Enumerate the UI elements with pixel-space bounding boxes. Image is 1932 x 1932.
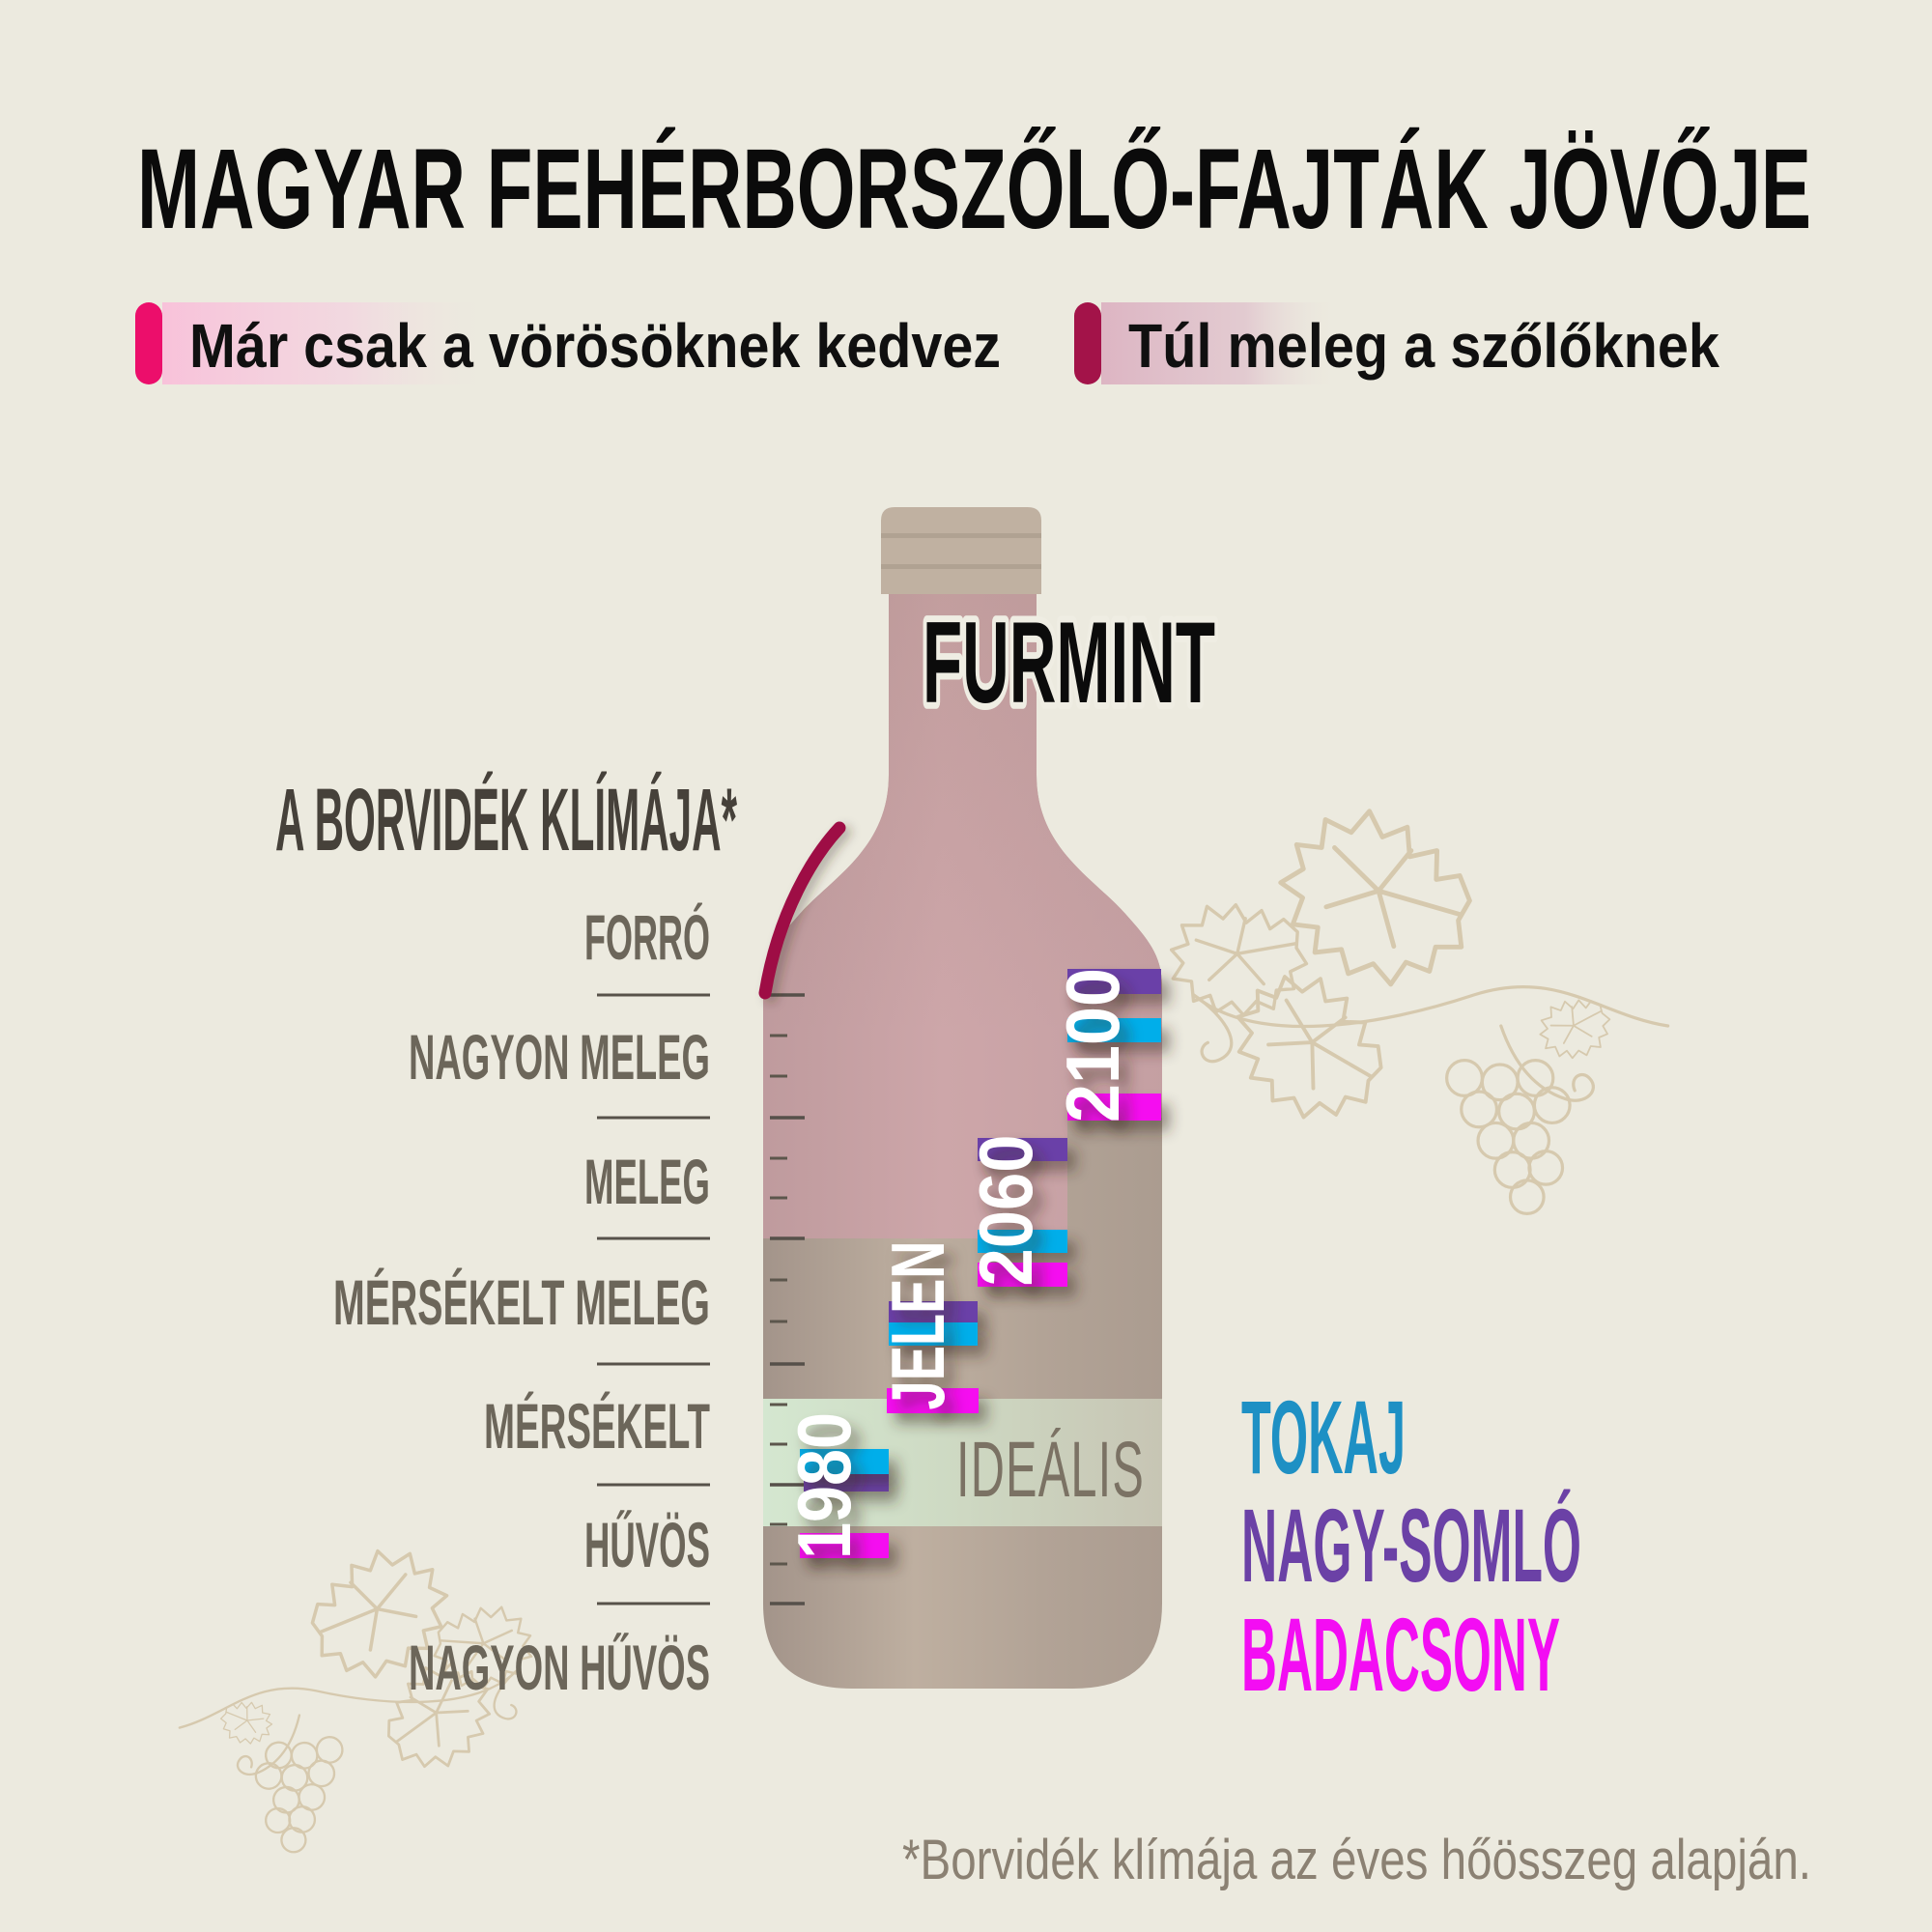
bar-NAGY-SOMLÓ-2060 [978,1138,1067,1161]
bar-NAGY-SOMLÓ-2100 [1067,969,1161,994]
region-label-BADACSONY: BADACSONY [1241,1596,1560,1713]
axis-separator-lines [597,993,710,1605]
legend-highlight-toohot [1101,302,1343,384]
axis-label-2: MELEG [584,1146,710,1217]
axis-label-6: NAGYON HŰVÖS [409,1632,710,1703]
bar-TOKAJ-2060 [978,1230,1067,1253]
year-label-2060: 2060 [963,1135,1048,1287]
bar-TOKAJ-1980 [800,1449,889,1474]
bar-BADACSONY-2060 [978,1263,1067,1287]
legend: Már csak a vörösöknek kedvez Túl meleg a… [135,302,1719,384]
ideal-zone-label: IDEÁLIS [956,1426,1145,1514]
axis-label-5: HŰVÖS [584,1509,710,1580]
legend-label-reds: Már csak a vörösöknek kedvez [189,311,1001,381]
bar-BADACSONY-2100 [1067,1094,1161,1121]
too-hot-edge-stripe [758,821,846,1000]
legend-chip-reds [135,302,162,384]
region-label-NAGY-SOMLÓ: NAGY-SOMLÓ [1241,1487,1581,1604]
axis-label-0: FORRÓ [584,901,710,973]
axis-label-3: MÉRSÉKELT MELEG [333,1266,710,1338]
legend-label-toohot: Túl meleg a szőlőknek [1128,311,1719,381]
bar-TOKAJ-2100 [1067,1018,1161,1042]
legend-highlight-reds [162,302,502,384]
bottle-cap [881,507,1041,594]
bar-TOKAJ-JELEN [889,1322,978,1346]
cap-ridge [881,564,1041,569]
axis-label-4: MÉRSÉKELT [484,1390,710,1462]
region-label-TOKAJ: TOKAJ [1241,1378,1406,1495]
legend-chip-toohot [1074,302,1101,384]
bar-BADACSONY-JELEN [887,1388,979,1413]
axis-label-1: NAGYON MELEG [409,1021,710,1093]
footnote: *Borvidék klímája az éves hőösszeg alapj… [902,1829,1811,1891]
axis-labels: FORRÓ NAGYON MELEG MELEG MÉRSÉKELT MELEG MÉR… [333,901,710,1703]
year-label-2100: 2100 [1050,968,1135,1122]
bottle-scale-ticks [770,993,805,1605]
cap-ridge [881,533,1041,538]
bar-NAGY-SOMLÓ-JELEN [889,1301,978,1324]
axis-title: A BORVIDÉK KLÍMÁJA* [275,770,737,869]
year-label-1980: 1980 [781,1412,867,1559]
year-label-JELEN: JELEN [875,1241,960,1410]
grape-variety-label: FURMINT [923,598,1215,727]
bar-BADACSONY-1980 [800,1533,889,1558]
page-title: MAGYAR FEHÉRBORSZŐLŐ-FAJTÁK JÖVŐJE [137,126,1811,253]
